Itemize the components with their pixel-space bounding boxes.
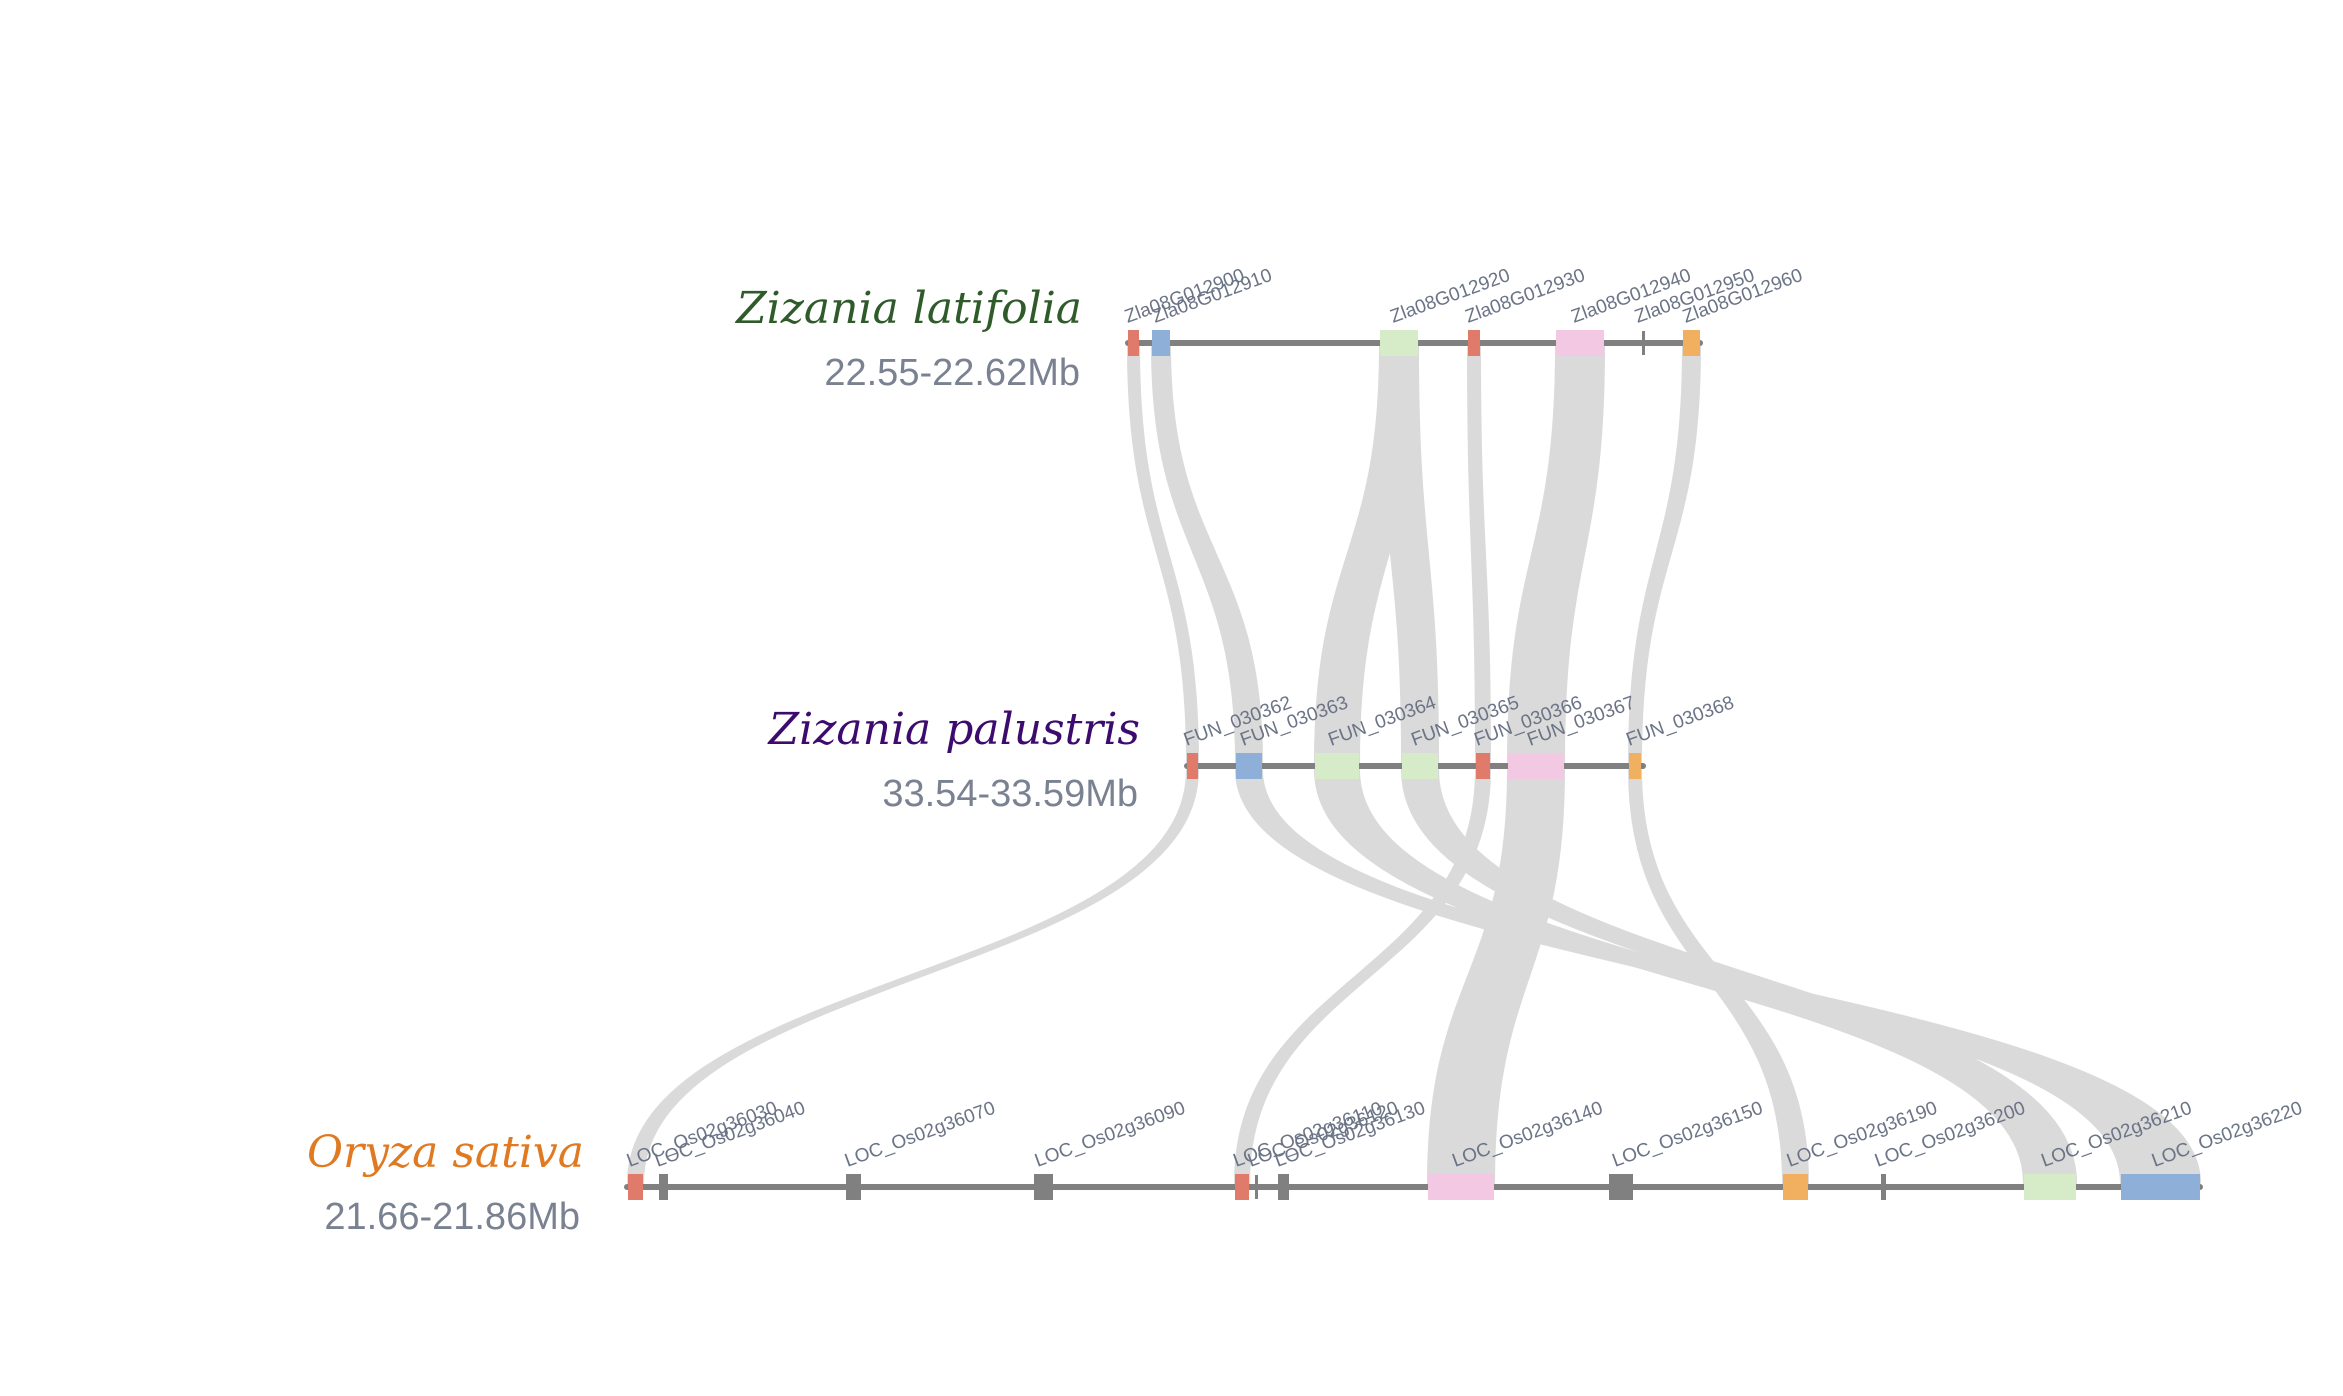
region-zizania-latifolia: 22.55-22.62Mb: [824, 352, 1080, 394]
gene-label-loc-os02g36200: LOC_Os02g36200: [1872, 1098, 2028, 1172]
gene-block-fun-030368[interactable]: [1629, 753, 1641, 779]
gene-block-loc-os02g36200[interactable]: [1881, 1174, 1886, 1200]
gene-block-loc-os02g36210[interactable]: [2024, 1174, 2076, 1200]
gene-block-loc-os02g36110[interactable]: [1235, 1174, 1249, 1200]
gene-block-zla08g012910[interactable]: [1152, 330, 1170, 356]
gene-block-loc-os02g36130[interactable]: [1278, 1174, 1289, 1200]
gene-label-loc-os02g36150: LOC_Os02g36150: [1610, 1098, 1766, 1172]
gene-block-loc-os02g36140[interactable]: [1428, 1174, 1494, 1200]
gene-block-loc-os02g36190[interactable]: [1783, 1174, 1808, 1200]
species-name-zizania-palustris: Zizania palustris: [767, 704, 1140, 755]
link-zla08g012930-to-fun-030366: [1467, 346, 1491, 763]
gene-block-loc-os02g36040[interactable]: [659, 1174, 668, 1200]
region-zizania-palustris: 33.54-33.59Mb: [882, 773, 1138, 815]
species-labels: Zizania latifolia 22.55-22.62Mb Zizania …: [307, 283, 1140, 1238]
species-name-oryza-sativa: Oryza sativa: [307, 1127, 584, 1178]
gene-block-fun-030367[interactable]: [1508, 753, 1564, 779]
gene-block-fun-030365[interactable]: [1402, 753, 1438, 779]
gene-block-fun-030363[interactable]: [1236, 753, 1262, 779]
region-oryza-sativa: 21.66-21.86Mb: [324, 1196, 580, 1238]
gene-block-zla08g012940[interactable]: [1556, 330, 1604, 356]
gene-block-loc-os02g36150[interactable]: [1609, 1174, 1633, 1200]
gene-block-loc-os02g36030[interactable]: [628, 1174, 643, 1200]
gene-block-loc-os02g36120[interactable]: [1255, 1175, 1258, 1199]
gene-block-fun-030362[interactable]: [1187, 753, 1198, 779]
gene-block-fun-030364[interactable]: [1315, 753, 1359, 779]
gene-label-loc-os02g36070: LOC_Os02g36070: [842, 1098, 998, 1172]
track-zizania-palustris: FUN_030362FUN_030363FUN_030364FUN_030365…: [1181, 692, 1737, 779]
gene-block-zla08g012950[interactable]: [1642, 331, 1645, 355]
gene-block-zla08g012920[interactable]: [1380, 330, 1418, 356]
gene-block-loc-os02g36220[interactable]: [2121, 1174, 2200, 1200]
gene-block-loc-os02g36090[interactable]: [1034, 1174, 1053, 1200]
species-name-zizania-latifolia: Zizania latifolia: [734, 283, 1082, 334]
gene-block-loc-os02g36070[interactable]: [846, 1174, 861, 1200]
gene-block-zla08g012900[interactable]: [1128, 330, 1139, 356]
gene-block-zla08g012960[interactable]: [1683, 330, 1700, 356]
gene-block-zla08g012930[interactable]: [1468, 330, 1480, 356]
gene-block-fun-030366[interactable]: [1476, 753, 1490, 779]
link-zla08g012960-to-fun-030368: [1628, 346, 1701, 763]
gene-label-loc-os02g36090: LOC_Os02g36090: [1032, 1098, 1188, 1172]
